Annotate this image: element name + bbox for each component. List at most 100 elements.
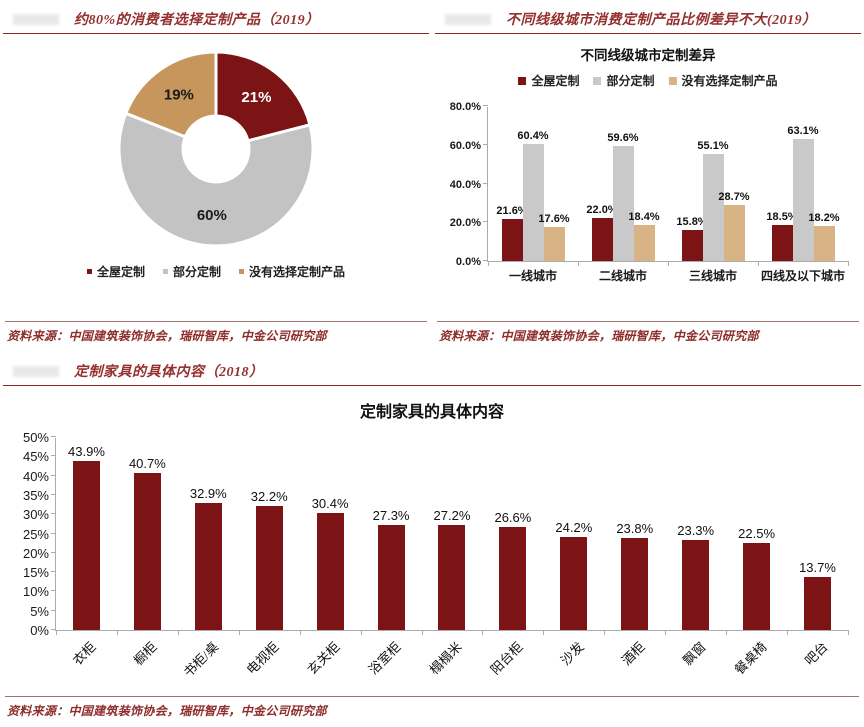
city-legend-item: 没有选择定制产品	[668, 72, 778, 89]
legend-label: 部分定制	[172, 265, 221, 279]
x-tick-mark	[758, 261, 759, 266]
bar-slot-8: 24.2%	[543, 520, 604, 630]
y-tick-label: 0.0%	[455, 256, 481, 268]
bar-group-3: 18.5% 63.1% 18.2%	[758, 125, 848, 261]
y-tick-mark	[51, 474, 56, 476]
source-note-pie: 资料来源：中国建筑装饰协会，瑞研智库，中金公司研究部	[5, 321, 427, 344]
legend-label: 没有选择定制产品	[681, 74, 778, 88]
x-category-label: 衣柜	[70, 639, 100, 669]
legend-label: 部分定制	[606, 74, 655, 88]
x-label-slot: 沙发	[543, 631, 604, 693]
x-tick-mark	[488, 261, 489, 266]
x-label-slot: 榻榻米	[422, 631, 483, 693]
legend-label: 没有选择定制产品	[249, 265, 346, 279]
bar-slot-1: 40.7%	[117, 456, 178, 630]
grouped-bar: 55.1%	[697, 140, 729, 261]
grouped-bar: 28.7%	[718, 191, 750, 261]
legend-label: 全屋定制	[96, 265, 145, 279]
x-tick-mark	[177, 630, 179, 635]
top-charts-row: 约80%的消费者选择定制产品（2019） 21% 60% 19% 全屋定制 部分定制没…	[0, 0, 864, 352]
x-tick-mark	[787, 630, 789, 635]
x-label-slot: 衣柜	[56, 631, 117, 693]
grouped-bar: 15.8%	[676, 216, 708, 261]
item-bar: 40.7%	[129, 456, 166, 630]
x-tick-mark	[56, 630, 57, 635]
x-label-slot: 阳台柜	[482, 631, 543, 693]
y-tick-mark	[51, 493, 56, 495]
donut-chart-svg: 21% 60% 19%	[117, 50, 315, 248]
x-tick-mark	[848, 630, 849, 635]
x-label-slot: 玄关柜	[300, 631, 361, 693]
bar-value-label: 63.1%	[787, 124, 819, 137]
pie-slice-1	[117, 111, 315, 248]
city-grouped-bar-chart: 0.0% 20.0% 40.0% 60.0% 80.0% 21.6% 60.4% 17.6%…	[440, 101, 849, 268]
figure-header-items: 定制家具的具体内容（2018）	[3, 352, 861, 386]
bar-value-label: 40.7%	[128, 455, 166, 471]
bar-value-label: 23.8%	[616, 521, 654, 537]
y-tick-label: 25%	[22, 526, 49, 542]
x-tick-mark	[482, 630, 484, 635]
legend-marker	[86, 269, 92, 274]
faded-figure-number	[13, 365, 59, 377]
panel-items-bar-chart: 定制家具的具体内容（2018） 定制家具的具体内容 0% 5% 10% 15% 20% 2…	[0, 352, 864, 727]
chart-title-items: 定制家具的具体内容	[359, 404, 504, 421]
x-tick-mark	[726, 630, 728, 635]
y-tick-label: 30%	[22, 507, 49, 523]
x-tick-mark	[604, 630, 606, 635]
y-tick-mark	[483, 105, 488, 106]
bar-value-label: 59.6%	[607, 131, 639, 144]
x-label-slot: 吧台	[787, 631, 848, 693]
figure-title-pie: 约80%的消费者选择定制产品（2019）	[74, 13, 320, 28]
x-tick-mark	[543, 630, 545, 635]
bar-value-label: 22.5%	[738, 526, 776, 542]
pie-slice-label: 19%	[164, 87, 194, 104]
x-category-label: 电视柜	[243, 639, 282, 678]
items-bar-chart: 0% 5% 10% 15% 20% 25% 30% 35% 40% 45% 50% 43.9% 40.…	[8, 430, 849, 638]
x-category-label: 酒柜	[618, 639, 648, 669]
bar-value-label: 43.9%	[68, 443, 105, 459]
source-note-city: 资料来源：中国建筑装饰协会，瑞研智库，中金公司研究部	[437, 321, 859, 344]
x-category-label: 书柜/桌	[180, 639, 222, 680]
legend-marker	[239, 269, 244, 274]
bar-slot-9: 23.8%	[604, 521, 665, 630]
bar-slot-4: 30.4%	[300, 496, 361, 630]
item-bar: 32.2%	[251, 489, 288, 630]
legend-marker	[518, 76, 527, 85]
pie-legend-item: 全屋定制	[86, 263, 145, 280]
y-tick-mark	[483, 182, 488, 184]
pie-legend-item: 部分定制	[162, 263, 221, 280]
x-tick-mark	[848, 261, 849, 266]
y-tick-mark	[51, 513, 56, 515]
bar-value-label: 18.2%	[808, 211, 840, 224]
chart-title-city: 不同线级城市定制差异	[580, 48, 716, 63]
y-tick-label: 5%	[30, 603, 49, 619]
bar-group-1: 22.0% 59.6% 18.4%	[578, 132, 668, 261]
legend-marker	[162, 269, 168, 274]
bar-value-label: 13.7%	[799, 560, 836, 576]
items-chart-x-labels: 衣柜 橱柜 书柜/桌 电视柜 玄关柜 浴室柜 榻榻米 阳台柜 沙发 酒柜 飘窗 餐桌椅 吧台	[56, 631, 848, 693]
grouped-bar: 59.6%	[607, 132, 639, 261]
bar-value-label: 18.4%	[628, 211, 660, 224]
bar-slot-5: 27.3%	[361, 508, 422, 630]
item-bar: 32.9%	[190, 486, 227, 630]
y-tick-mark	[51, 551, 56, 553]
y-tick-label: 50%	[22, 430, 49, 445]
legend-marker	[668, 76, 677, 85]
grouped-bar: 18.4%	[628, 211, 660, 261]
bar-value-label: 27.2%	[433, 508, 471, 523]
item-bar: 27.2%	[434, 508, 470, 630]
x-label-slot: 餐桌椅	[726, 631, 787, 693]
y-tick-label: 10%	[22, 584, 49, 600]
city-chart-legend: 全屋定制 部分定制 没有选择定制产品	[432, 72, 864, 89]
x-category-label: 阳台柜	[487, 639, 526, 678]
bar-value-label: 30.4%	[311, 495, 349, 511]
x-tick-mark	[299, 630, 301, 635]
item-bar: 24.2%	[555, 520, 592, 630]
bar-slot-6: 27.2%	[422, 508, 483, 630]
grouped-bar: 60.4%	[517, 130, 549, 261]
figure-title-items: 定制家具的具体内容（2018）	[74, 365, 264, 380]
y-tick-label: 60.0%	[449, 139, 481, 152]
bar-slot-11: 22.5%	[726, 526, 787, 630]
y-tick-label: 20%	[22, 545, 49, 561]
bar-value-label: 60.4%	[517, 130, 549, 142]
